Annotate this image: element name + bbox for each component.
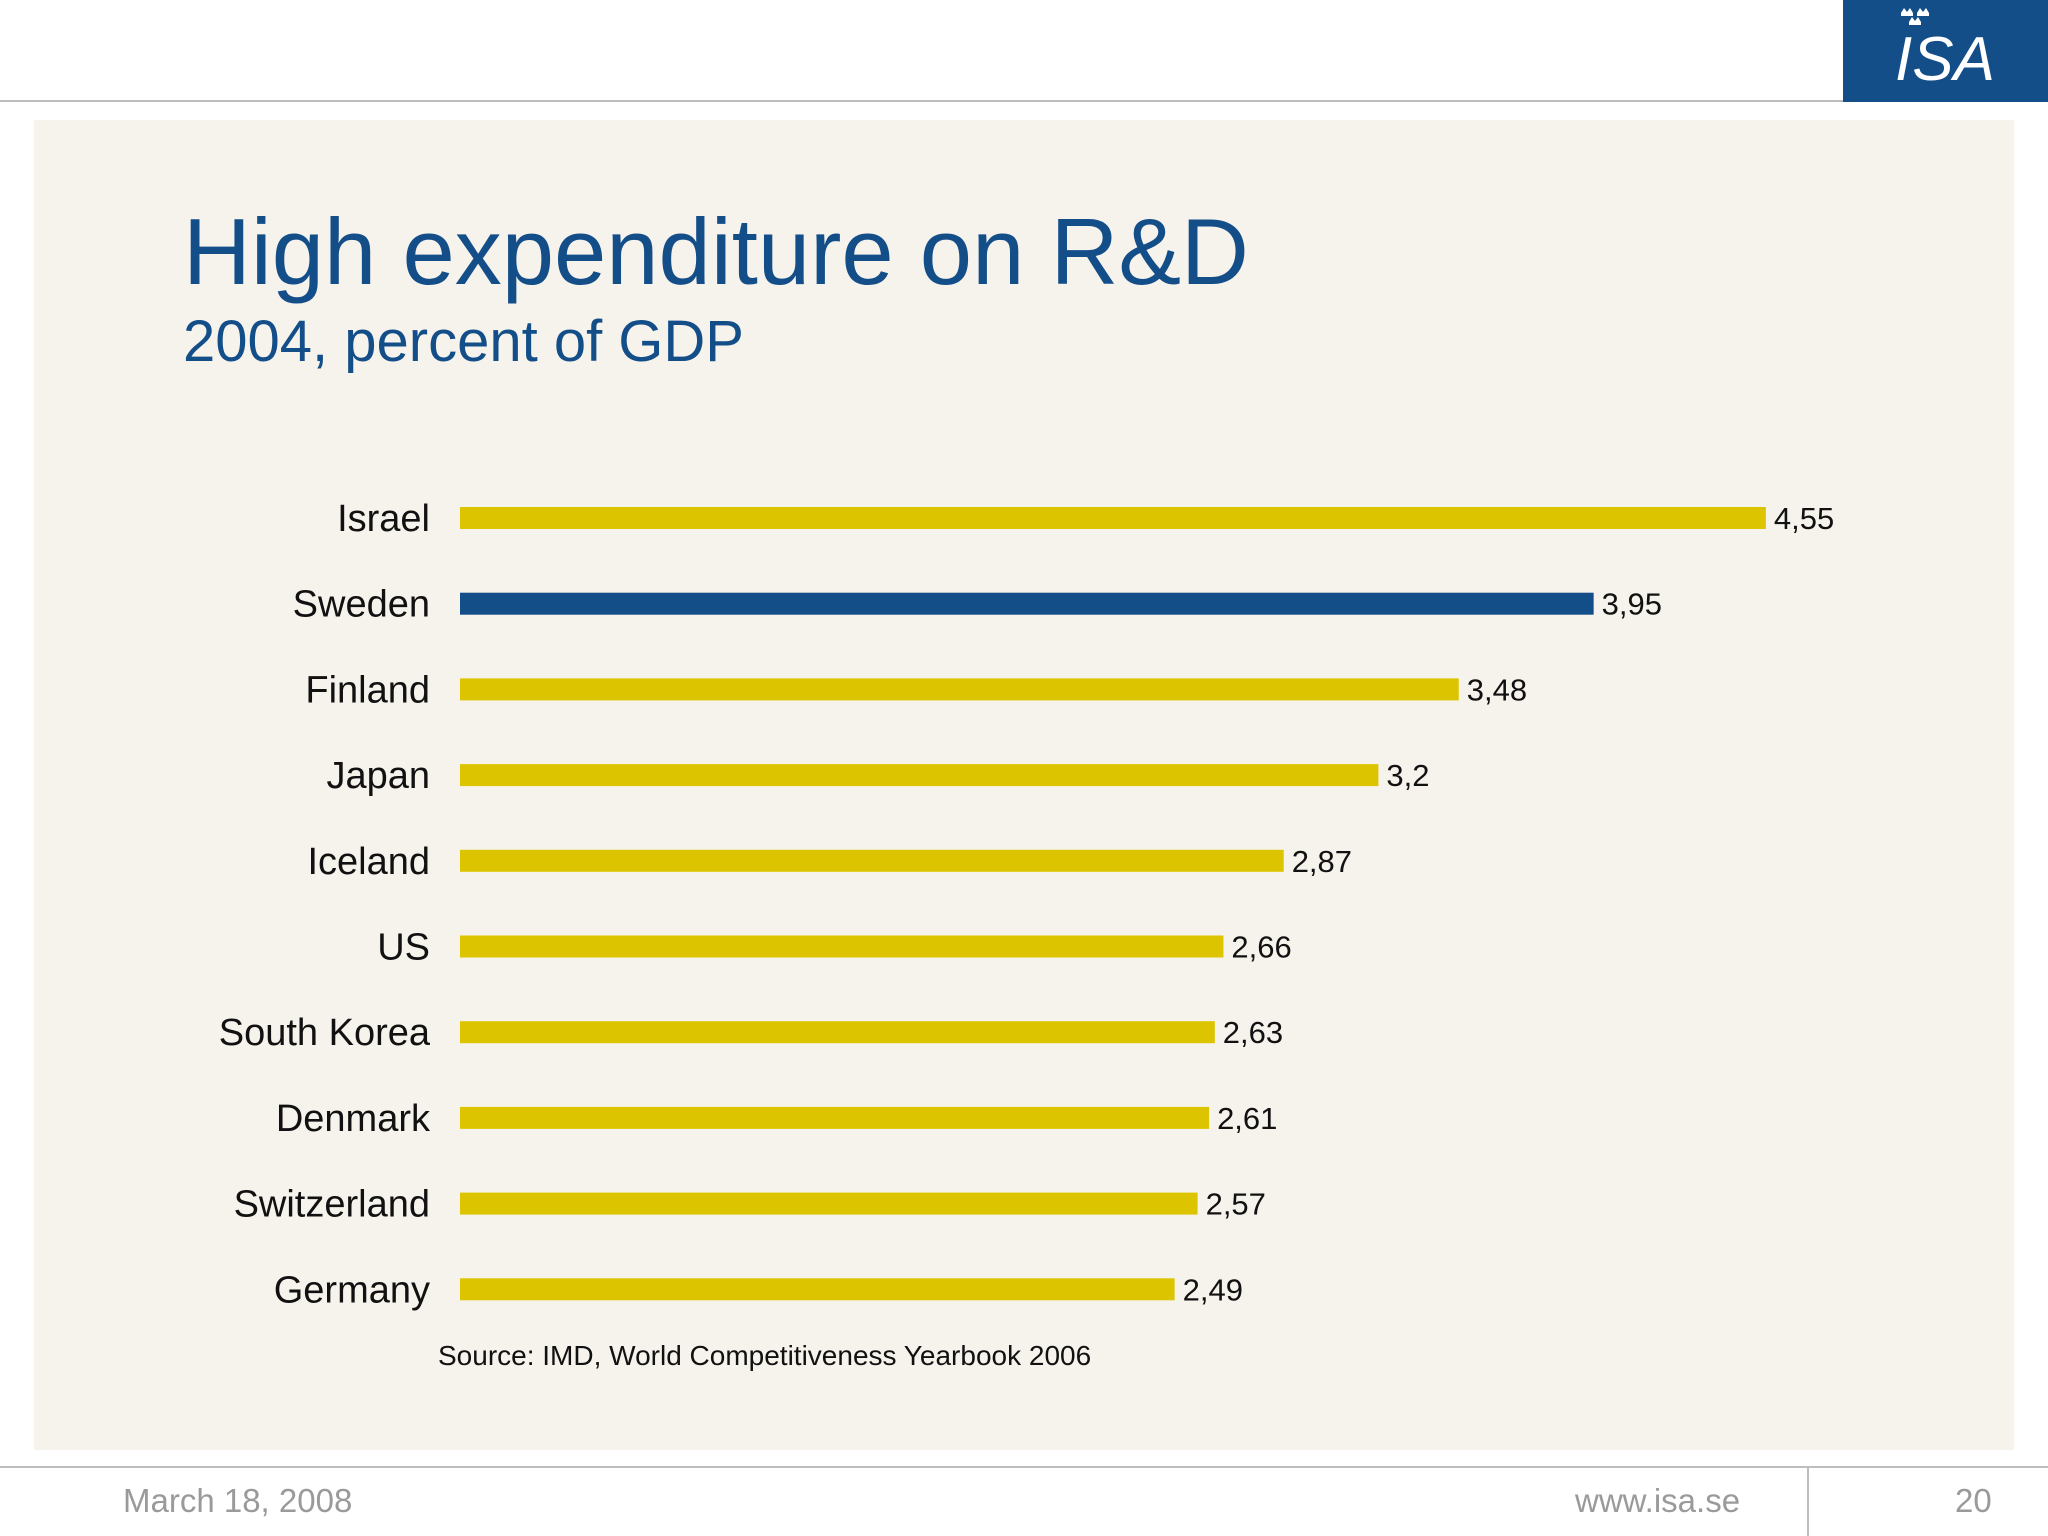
category-label: Denmark [276,1098,431,1140]
footer-divider [0,1466,2048,1468]
isa-logo: ISA [1843,0,2048,102]
bar [460,1192,1198,1215]
header-divider [0,100,1843,102]
logo-background [1843,0,2048,102]
category-label: US [377,927,430,969]
footer-url: www.isa.se [1575,1482,1741,1519]
category-label: South Korea [219,1012,431,1054]
value-label: 2,57 [1206,1187,1266,1222]
category-label: Sweden [293,584,430,626]
category-label: Finland [305,669,430,711]
bar [460,592,1594,615]
category-label: Germany [274,1269,430,1311]
value-label: 3,2 [1386,758,1429,793]
value-label: 2,87 [1292,844,1352,879]
value-label: 2,63 [1223,1015,1283,1050]
page-number: 20 [1955,1482,1992,1519]
logo-text: ISA [1895,25,1995,94]
value-label: 3,95 [1602,587,1662,622]
bar [460,1106,1210,1129]
bar [460,849,1284,872]
bar [460,764,1379,787]
category-label: Iceland [307,841,430,883]
value-label: 2,61 [1217,1101,1277,1136]
bar [460,507,1766,529]
source-note: Source: IMD, World Competitiveness Yearb… [438,1340,1092,1371]
value-label: 3,48 [1467,672,1527,707]
slide-title: High expenditure on R&D [183,199,1249,304]
bar [460,1278,1175,1301]
value-label: 4,55 [1774,501,1834,536]
category-label: Japan [326,755,430,797]
bar [460,1021,1215,1044]
bar [460,678,1459,701]
slide-subtitle: 2004, percent of GDP [183,309,744,374]
footer-date: March 18, 2008 [123,1482,353,1519]
category-label: Switzerland [234,1184,430,1226]
value-label: 2,49 [1183,1272,1243,1307]
value-label: 2,66 [1231,930,1291,965]
footer-vertical-divider [1807,1466,1809,1536]
category-label: Israel [337,498,430,540]
crown-icons [1901,8,1929,25]
bar [460,935,1224,958]
